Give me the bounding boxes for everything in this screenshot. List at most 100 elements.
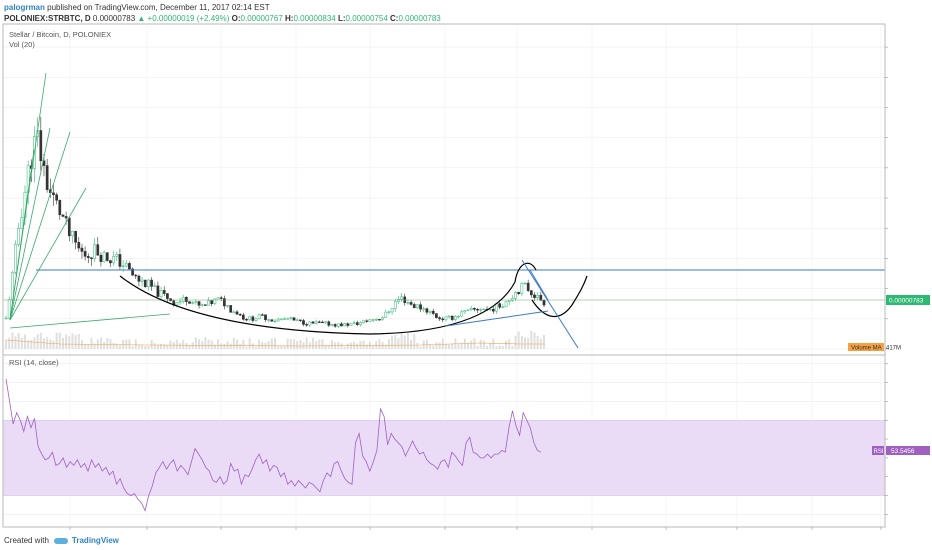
candle-body [330, 324, 334, 326]
candle-body [374, 319, 378, 321]
fan-line-6[interactable] [9, 149, 35, 321]
candle-body [384, 311, 388, 318]
falling-trendline[interactable] [521, 259, 579, 349]
candle-body [251, 316, 255, 321]
candle-body [469, 308, 473, 311]
time-axis[interactable] [69, 527, 882, 530]
candle-body [387, 311, 391, 313]
volume-bar [277, 346, 280, 349]
volume-bar [236, 339, 239, 349]
volume-bar [175, 339, 178, 349]
candle-body [359, 322, 362, 325]
candle-body [204, 304, 207, 306]
volume-bar [185, 342, 188, 349]
volume-bar [99, 337, 102, 349]
volume-bar [280, 346, 283, 349]
candle-body [159, 290, 163, 297]
fan-line-1[interactable] [9, 313, 171, 329]
candle-body [124, 263, 128, 267]
candle-body [431, 310, 435, 314]
candle-body [536, 294, 540, 298]
rsi-line [5, 378, 542, 512]
volume-label: Vol (20) [9, 40, 35, 49]
tradingview-brand-link[interactable]: TradingView [71, 536, 119, 545]
candle-body [355, 322, 359, 325]
candle-body [441, 318, 445, 321]
candle-body [504, 301, 508, 308]
volume-bar [169, 340, 172, 349]
volume-bar [505, 340, 508, 349]
volume-ma-badge [848, 343, 884, 351]
volume-bar [292, 339, 295, 349]
candle-body [314, 321, 318, 324]
candle-body [128, 263, 131, 270]
ohlc-line: POLONIEX:STRBTC, D 0.00000783 ▲ +0.00000… [4, 14, 441, 23]
candle-body [86, 256, 90, 258]
volume-bar [42, 338, 45, 349]
volume-bar [429, 344, 432, 349]
chart-frame [2, 23, 886, 528]
volume-bar [58, 332, 61, 349]
rsi-badge [886, 446, 930, 455]
volume-ma-line [5, 339, 545, 347]
candle-body [105, 252, 109, 261]
candle-body [188, 301, 191, 304]
volume-bar [194, 337, 197, 349]
volume-bar [403, 335, 406, 349]
author-link[interactable]: palogrman [4, 3, 45, 12]
candle-body [147, 279, 150, 287]
handle-arc[interactable] [531, 275, 588, 317]
candle-body [346, 323, 350, 326]
candle-body [283, 318, 286, 320]
price-axis[interactable] [885, 46, 888, 350]
volume-bar [255, 346, 258, 349]
fan-line-4[interactable] [9, 127, 51, 321]
volume-bar [305, 337, 308, 349]
wedge-top-line[interactable] [529, 269, 549, 301]
candle-body [254, 318, 258, 321]
candle-body [109, 260, 112, 264]
candle-body [219, 297, 223, 299]
volume-bar [302, 342, 305, 349]
candle-body [327, 321, 331, 326]
volume-bar [283, 345, 286, 349]
volume-bar [131, 346, 134, 349]
volume-bar [267, 340, 270, 349]
rsi-title: RSI (14, close) [9, 358, 59, 367]
candle-body [210, 300, 214, 304]
volume-bar [432, 345, 435, 349]
volume-bar [406, 332, 409, 349]
candle-body [96, 244, 100, 256]
fan-line-3[interactable] [9, 131, 71, 321]
volume-bar [489, 343, 492, 349]
fan-line-2[interactable] [9, 187, 87, 321]
volume-bar [74, 334, 77, 349]
candle-body [422, 308, 426, 310]
candle-body [308, 321, 312, 326]
candle-body [39, 130, 43, 162]
rising-trendline[interactable] [445, 310, 549, 327]
volume-bar [391, 335, 394, 349]
candle-body [80, 247, 84, 252]
rsi-axis[interactable] [885, 363, 888, 515]
volume-bar [220, 343, 223, 349]
open-label: O: [231, 14, 241, 23]
candle-body [150, 279, 153, 287]
cup-arc[interactable] [119, 275, 516, 335]
candle-body [295, 319, 299, 321]
candle-body [279, 318, 283, 320]
price-badge [886, 295, 930, 305]
candle-body [270, 319, 274, 322]
volume-bar [93, 343, 96, 349]
candle-body [457, 315, 460, 318]
volume-bar [444, 343, 447, 349]
volume-bar [71, 333, 74, 349]
candle-body [517, 291, 521, 294]
volume-bar [470, 340, 473, 349]
high-label: H: [285, 14, 294, 23]
candle-body [235, 311, 239, 315]
low-value: 0.00000754 [345, 14, 388, 23]
volume-bar [77, 333, 80, 349]
volume-bar [346, 343, 349, 349]
